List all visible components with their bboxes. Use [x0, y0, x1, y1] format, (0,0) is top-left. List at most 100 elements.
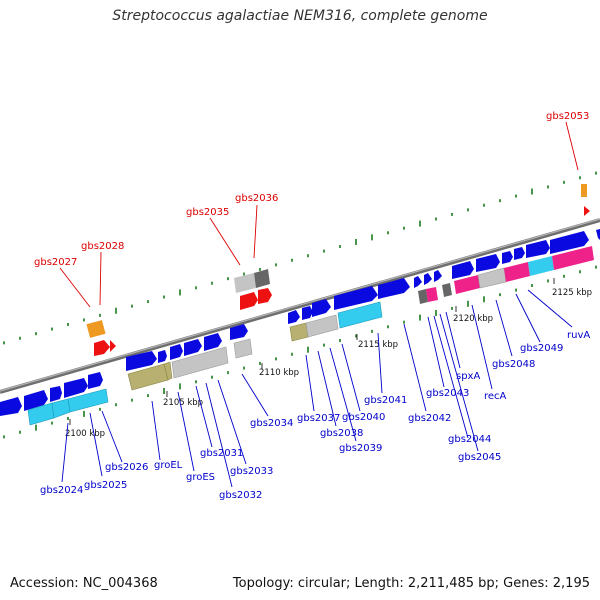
gene-arrow	[302, 306, 313, 320]
gene-arrow	[64, 378, 88, 398]
label-gbs2024: gbs2024	[40, 485, 83, 496]
rna-leader-lines	[59, 121, 579, 308]
hit-cyan	[67, 388, 109, 413]
label-gbs2039: gbs2039	[339, 443, 382, 454]
rna-features	[86, 184, 590, 356]
gene-arrow	[230, 324, 248, 340]
hit-grey	[171, 346, 229, 379]
label-gbs2042: gbs2042	[408, 413, 451, 424]
genome-backbone	[0, 218, 600, 394]
label-spxA: spxA	[456, 371, 480, 382]
rna-arrow	[94, 340, 110, 356]
label-gbs2026: gbs2026	[105, 462, 148, 473]
gene-arrow	[170, 344, 183, 360]
label-gbs2035: gbs2035	[186, 207, 229, 218]
tick-label-2100: 2100 kbp	[65, 429, 105, 439]
label-gbs2033: gbs2033	[230, 466, 273, 477]
hit-pink	[426, 287, 438, 302]
hit-grey	[477, 267, 507, 289]
label-gbs2053: gbs2053	[546, 111, 589, 122]
gene-arrow	[24, 390, 48, 411]
hit-cyan	[528, 256, 554, 276]
scale-ticks: 2100 kbp 2105 kbp 2110 kbp 2115 kbp 2120…	[65, 278, 592, 439]
feature-hits	[27, 246, 594, 426]
label-gbs2038: gbs2038	[320, 428, 363, 439]
label-gbs2041: gbs2041	[364, 395, 407, 406]
label-gbs2031: gbs2031	[200, 448, 243, 459]
label-ruvA: ruvA	[567, 330, 590, 341]
gene-arrow	[50, 386, 62, 402]
hit-orange	[581, 184, 587, 197]
gene-arrow	[424, 273, 432, 285]
hit-cyan	[337, 301, 383, 329]
label-gbs2043: gbs2043	[426, 388, 469, 399]
label-gbs2037: gbs2037	[297, 413, 340, 424]
gene-arrow	[158, 350, 167, 363]
hit-pink	[454, 275, 480, 294]
tick-label-2120: 2120 kbp	[453, 314, 493, 324]
label-gbs2032: gbs2032	[219, 490, 262, 501]
tick-label-2115: 2115 kbp	[358, 340, 398, 350]
rna-arrow	[584, 206, 590, 216]
rna-arrow	[258, 288, 272, 304]
tick-label-2105: 2105 kbp	[163, 398, 203, 408]
topology-text: Topology: circular; Length: 2,211,485 bp…	[232, 576, 590, 591]
label-gbs2027: gbs2027	[34, 257, 77, 268]
gene-arrow	[378, 278, 410, 299]
gene-arrow	[452, 261, 474, 279]
gene-arrow	[526, 240, 550, 258]
gene-arrow	[204, 333, 222, 351]
label-gbs2036: gbs2036	[235, 193, 278, 204]
hit-grey	[234, 273, 256, 293]
label-gbs2025: gbs2025	[84, 480, 127, 491]
hit-grey	[233, 338, 253, 359]
hit-orange	[86, 320, 106, 338]
gene-arrow	[414, 276, 422, 288]
label-groEL: groEL	[154, 460, 183, 471]
gene-arrow	[550, 231, 589, 254]
label-recA: recA	[484, 391, 507, 402]
gene-arrow	[476, 254, 500, 272]
gc-content-track-upper	[3, 171, 597, 345]
label-gbs2028: gbs2028	[81, 241, 124, 252]
label-gbs2045: gbs2045	[458, 452, 501, 463]
gene-arrow	[0, 397, 22, 416]
gene-arrow	[596, 229, 600, 240]
gene-leader-lines	[61, 289, 573, 488]
hit-grey	[305, 314, 339, 338]
label-gbs2048: gbs2048	[492, 359, 535, 370]
accession-text: Accession: NC_004368	[10, 576, 158, 591]
gene-arrow	[312, 299, 331, 317]
map-title: Streptococcus agalactiae NEM316, complet…	[112, 8, 488, 24]
gene-labels: gbs2024 gbs2025 gbs2026 groEL groES gbs2…	[40, 330, 590, 501]
gene-arrow	[126, 351, 157, 371]
hit-cyan	[51, 398, 71, 419]
gene-arrow	[288, 310, 300, 324]
hit-dark	[418, 289, 428, 304]
label-gbs2040: gbs2040	[342, 412, 385, 423]
gene-arrow	[434, 270, 442, 282]
hit-pink	[504, 262, 530, 282]
gene-arrow	[334, 286, 378, 310]
label-gbs2049: gbs2049	[520, 343, 563, 354]
hit-dark	[442, 283, 452, 297]
rna-arrow	[110, 340, 116, 352]
forward-strand-genes	[0, 229, 600, 416]
hit-olive	[289, 322, 309, 342]
label-groES: groES	[186, 472, 215, 483]
gene-arrow	[514, 247, 525, 260]
hit-olive	[163, 361, 173, 381]
tick-label-2125: 2125 kbp	[552, 288, 592, 298]
rna-labels: gbs2027 gbs2028 gbs2035 gbs2036 gbs2053	[34, 111, 589, 268]
label-gbs2034: gbs2034	[250, 418, 293, 429]
hit-dark	[254, 269, 270, 288]
gene-arrow	[184, 339, 202, 356]
gc-content-track-lower	[3, 265, 597, 439]
hit-pink	[552, 246, 594, 270]
gene-arrow	[502, 251, 513, 264]
rna-arrow	[240, 292, 258, 310]
label-gbs2044: gbs2044	[448, 434, 491, 445]
gene-arrow	[88, 372, 103, 389]
tick-label-2110: 2110 kbp	[259, 368, 299, 378]
